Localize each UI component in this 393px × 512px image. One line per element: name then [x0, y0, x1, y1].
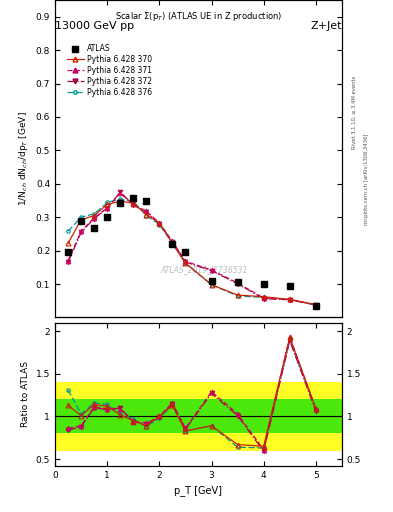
Y-axis label: Ratio to ATLAS: Ratio to ATLAS [21, 361, 30, 427]
Text: Rivet 3.1.10, ≥ 3.4M events: Rivet 3.1.10, ≥ 3.4M events [352, 76, 357, 150]
Text: 13000 GeV pp: 13000 GeV pp [55, 20, 134, 31]
Text: mcplots.cern.ch [arXiv:1306.3436]: mcplots.cern.ch [arXiv:1306.3436] [364, 134, 369, 225]
Legend: ATLAS, Pythia 6.428 370, Pythia 6.428 371, Pythia 6.428 372, Pythia 6.428 376: ATLAS, Pythia 6.428 370, Pythia 6.428 37… [64, 42, 154, 99]
Text: Scalar $\Sigma$(p$_T$) (ATLAS UE in Z production): Scalar $\Sigma$(p$_T$) (ATLAS UE in Z pr… [115, 10, 282, 23]
X-axis label: p_T [GeV]: p_T [GeV] [174, 485, 222, 496]
Y-axis label: 1/N$_{ch}$ dN$_{ch}$/dp$_T$ [GeV]: 1/N$_{ch}$ dN$_{ch}$/dp$_T$ [GeV] [17, 111, 30, 206]
Text: ATLAS_2019_I1736531: ATLAS_2019_I1736531 [160, 265, 248, 274]
Text: Z+Jet: Z+Jet [310, 20, 342, 31]
